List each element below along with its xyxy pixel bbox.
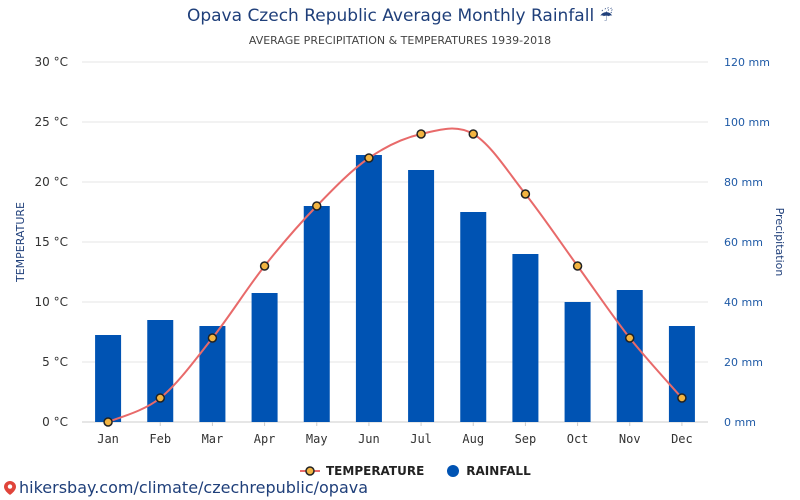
temperature-point [625, 333, 635, 343]
legend-label-temperature: TEMPERATURE [326, 464, 425, 478]
y-tick-left: 15 °C [35, 235, 68, 249]
legend-item-rainfall[interactable]: RAINFALL [446, 464, 531, 478]
rainfall-bar [460, 212, 487, 422]
x-tick-label: Sep [515, 432, 537, 446]
chart-legend: TEMPERATURE RAINFALL [300, 464, 553, 478]
rainfall-bar [303, 206, 330, 422]
temperature-point [207, 333, 218, 343]
y-tick-left: 20 °C [35, 175, 68, 189]
rainfall-dot-icon [447, 465, 460, 477]
y-axis-title-right: Precipitation [773, 208, 786, 277]
x-tick-label: Jun [358, 432, 380, 446]
temperature-line [107, 127, 683, 423]
temperature-point [677, 393, 687, 403]
chart-title: Opava Czech Republic Average Monthly Rai… [0, 6, 800, 26]
y-tick-right: 40 mm [724, 296, 763, 309]
rainfall-bar [616, 290, 643, 422]
y-tick-left: 10 °C [35, 295, 68, 309]
temperature-point [259, 261, 270, 271]
y-tick-right: 120 mm [724, 56, 770, 69]
rainfall-bar [564, 302, 591, 422]
y-tick-right: 100 mm [724, 116, 770, 129]
x-tick-label: Feb [149, 432, 171, 446]
temperature-point [468, 129, 478, 139]
temperature-point [416, 129, 426, 139]
rainfall-bar [95, 335, 122, 422]
rainfall-bar [147, 320, 174, 422]
y-tick-right: 0 mm [724, 416, 756, 429]
x-tick-label: Mar [202, 432, 224, 446]
umbrella-rain-icon: ☔ [599, 7, 614, 25]
x-tick-label: Nov [619, 432, 641, 446]
temperature-point [312, 201, 322, 211]
source-link-text[interactable]: hikersbay.com/climate/czechrepublic/opav… [19, 478, 369, 497]
y-tick-left: 25 °C [35, 115, 68, 129]
x-tick-label: Jul [410, 432, 432, 446]
temperature-point [520, 189, 531, 199]
legend-item-temperature[interactable]: TEMPERATURE [300, 464, 424, 478]
legend-label-rainfall: RAINFALL [466, 464, 531, 478]
x-tick-label: May [306, 432, 328, 446]
chart-subtitle: AVERAGE PRECIPITATION & TEMPERATURES 193… [248, 34, 552, 47]
x-tick-label: Jan [97, 432, 119, 446]
y-tick-right: 20 mm [724, 356, 763, 369]
x-tick-label: Dec [671, 432, 693, 446]
location-pin-icon [4, 480, 16, 495]
chart-title-text: Opava Czech Republic Average Monthly Rai… [186, 6, 595, 26]
y-axis-title-left: TEMPERATURE [14, 202, 27, 283]
rainfall-bar [355, 155, 382, 422]
x-tick-label: Aug [462, 432, 484, 446]
rainfall-bar [408, 170, 435, 422]
temperature-point [155, 393, 165, 403]
temperature-marker-icon [300, 466, 320, 476]
y-tick-right: 80 mm [724, 176, 763, 189]
y-tick-left: 5 °C [42, 355, 68, 369]
rainfall-bar [251, 293, 278, 422]
source-link[interactable]: hikersbay.com/climate/czechrepublic/opav… [4, 478, 368, 497]
temperature-point [103, 417, 113, 427]
y-tick-left: 30 °C [35, 55, 68, 69]
rainfall-bar [512, 254, 539, 422]
temperature-point [364, 153, 374, 163]
x-tick-label: Oct [567, 432, 589, 446]
y-tick-right: 60 mm [724, 236, 763, 249]
y-tick-left: 0 °C [42, 415, 68, 429]
x-tick-label: Apr [254, 432, 276, 446]
temperature-point [572, 261, 583, 271]
rainfall-bar [668, 326, 695, 422]
